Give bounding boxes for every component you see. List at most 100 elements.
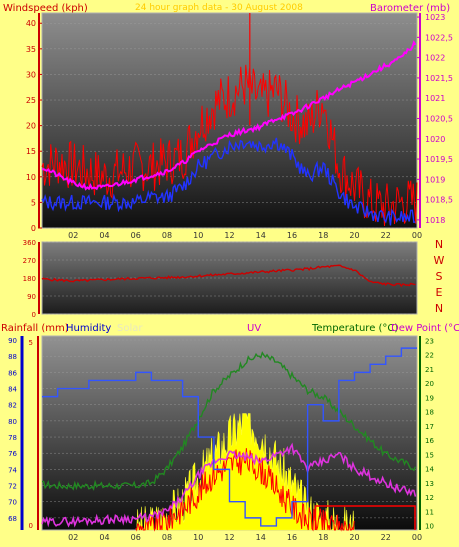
barometer-ticks: 1018 1018,5 1019 1019,5 1020 1020,5 1021 1021,5…	[417, 13, 453, 228]
climate-x-ticks: 02 04 06 08 10 12 14 16 18 20 22 00	[68, 533, 422, 542]
wind-tick-label: 0	[31, 224, 36, 233]
temperature-tick-label: 18	[425, 409, 434, 417]
compass-point-label: W	[434, 254, 445, 267]
barometer-tick-label: 1019,5	[425, 155, 453, 164]
barometer-tick-label: 1023	[425, 13, 445, 22]
chart-title: 24 hour graph data - 30 August 2008	[135, 3, 303, 13]
temperature-line	[41, 351, 417, 491]
hour-tick-label: 00	[412, 231, 422, 240]
temperature-tick-label: 17	[425, 423, 434, 431]
humidity-tick-label: 78	[8, 434, 17, 442]
hour-tick-label: 20	[349, 231, 359, 240]
hour-tick-label: 06	[131, 231, 141, 240]
humidity-tick-label: 84	[8, 386, 17, 394]
direction-ticks: 0 90 180 270 360	[23, 239, 40, 319]
direction-tick-label: 90	[27, 293, 36, 301]
temperature-tick-label: 21	[425, 366, 434, 374]
temperature-tick-label: 20	[425, 380, 434, 388]
humidity-tick-label: 90	[8, 337, 17, 345]
rain-tick-label: 0	[29, 522, 33, 530]
humidity-tick-label: 88	[8, 353, 17, 361]
direction-tick-label: 0	[32, 311, 36, 319]
wind-series	[41, 13, 418, 226]
wind-tick-label: 20	[26, 122, 36, 131]
hour-tick-label: 16	[287, 533, 297, 542]
barometer-tick-label: 1018	[425, 216, 445, 225]
dewpoint-axis-label: Dew Point (°C)	[391, 323, 459, 334]
uv-line	[135, 448, 355, 532]
direction-tick-label: 270	[23, 257, 36, 265]
climate-series	[41, 347, 417, 532]
hour-tick-label: 14	[256, 231, 266, 240]
humidity-ticks: 68 70 72 74 76 78 80 82 84 86 88 90	[8, 336, 24, 530]
humidity-tick-label: 82	[8, 402, 17, 410]
wind-tick-label: 10	[26, 173, 36, 182]
temperature-tick-label: 13	[425, 480, 434, 488]
temperature-tick-label: 10	[425, 523, 434, 531]
temperature-tick-label: 23	[425, 337, 434, 345]
barometer-tick-label: 1022	[425, 54, 445, 63]
humidity-tick-label: 74	[8, 466, 17, 474]
hour-tick-label: 08	[162, 231, 172, 240]
wind-x-ticks: 02 04 06 08 10 12 14 16 18 20 22 00	[68, 231, 422, 240]
hour-tick-label: 06	[131, 533, 141, 542]
hour-tick-label: 10	[193, 533, 203, 542]
hour-tick-label: 18	[318, 533, 328, 542]
rain-tick-label: 5	[29, 339, 33, 347]
hour-tick-label: 12	[224, 231, 234, 240]
hour-tick-label: 02	[68, 533, 78, 542]
wind-tick-label: 40	[26, 19, 36, 28]
humidity-axis-label: Humidity	[66, 323, 111, 334]
hour-tick-label: 00	[412, 533, 422, 542]
windspeed-line	[41, 64, 418, 226]
hour-tick-label: 10	[193, 231, 203, 240]
humidity-tick-label: 68	[8, 515, 17, 523]
temperature-tick-label: 15	[425, 451, 434, 459]
barometer-tick-label: 1018,5	[425, 196, 453, 205]
wind-tick-label: 30	[26, 70, 36, 79]
wind-tick-label: 35	[26, 45, 36, 54]
hour-tick-label: 02	[68, 231, 78, 240]
direction-grid	[42, 241, 417, 315]
temperature-tick-label: 22	[425, 352, 434, 360]
barometer-tick-label: 1021,5	[425, 74, 453, 83]
barometer-tick-label: 1019	[425, 175, 445, 184]
uv-axis-label: UV	[247, 323, 261, 334]
humidity-line	[42, 347, 417, 527]
humidity-tick-label: 76	[8, 450, 17, 458]
wind-tick-label: 5	[31, 198, 36, 207]
hour-tick-label: 04	[99, 231, 109, 240]
hour-tick-label: 20	[349, 533, 359, 542]
barometer-tick-label: 1022,5	[425, 33, 453, 42]
wind-tick-label: 15	[26, 147, 36, 156]
barometer-axis-label: Barometer (mb)	[370, 3, 450, 14]
hour-tick-label: 14	[256, 533, 266, 542]
hour-tick-label: 04	[99, 533, 109, 542]
humidity-tick-label: 86	[8, 369, 17, 377]
compass-point-label: S	[436, 270, 443, 283]
temperature-tick-label: 16	[425, 437, 434, 445]
compass-point-label: N	[435, 238, 443, 251]
hour-tick-label: 12	[224, 533, 234, 542]
barometer-line	[41, 40, 417, 191]
wind-direction-line	[41, 264, 416, 288]
wind-plot-area	[41, 12, 418, 229]
rainfall-axis-label: Rainfall (mm)	[1, 323, 69, 334]
wind-tick-label: 25	[26, 96, 36, 105]
average-wind-line	[41, 137, 416, 226]
temperature-ticks: 10 11 12 13 14 15 16 17 18 19 20 21 22 23	[419, 336, 434, 531]
hour-tick-label: 18	[318, 231, 328, 240]
humidity-tick-label: 70	[8, 499, 17, 507]
humidity-tick-label: 72	[8, 483, 17, 491]
rain-ticks: 05	[29, 336, 39, 530]
dewpoint-line	[41, 442, 417, 528]
humidity-tick-label: 80	[8, 418, 17, 426]
compass-point-label: E	[436, 286, 443, 299]
hour-tick-label: 22	[381, 533, 391, 542]
direction-tick-label: 180	[23, 275, 36, 283]
wind-grid	[42, 23, 417, 229]
temperature-tick-label: 19	[425, 394, 434, 402]
solar-axis-label: Solar	[117, 323, 143, 334]
